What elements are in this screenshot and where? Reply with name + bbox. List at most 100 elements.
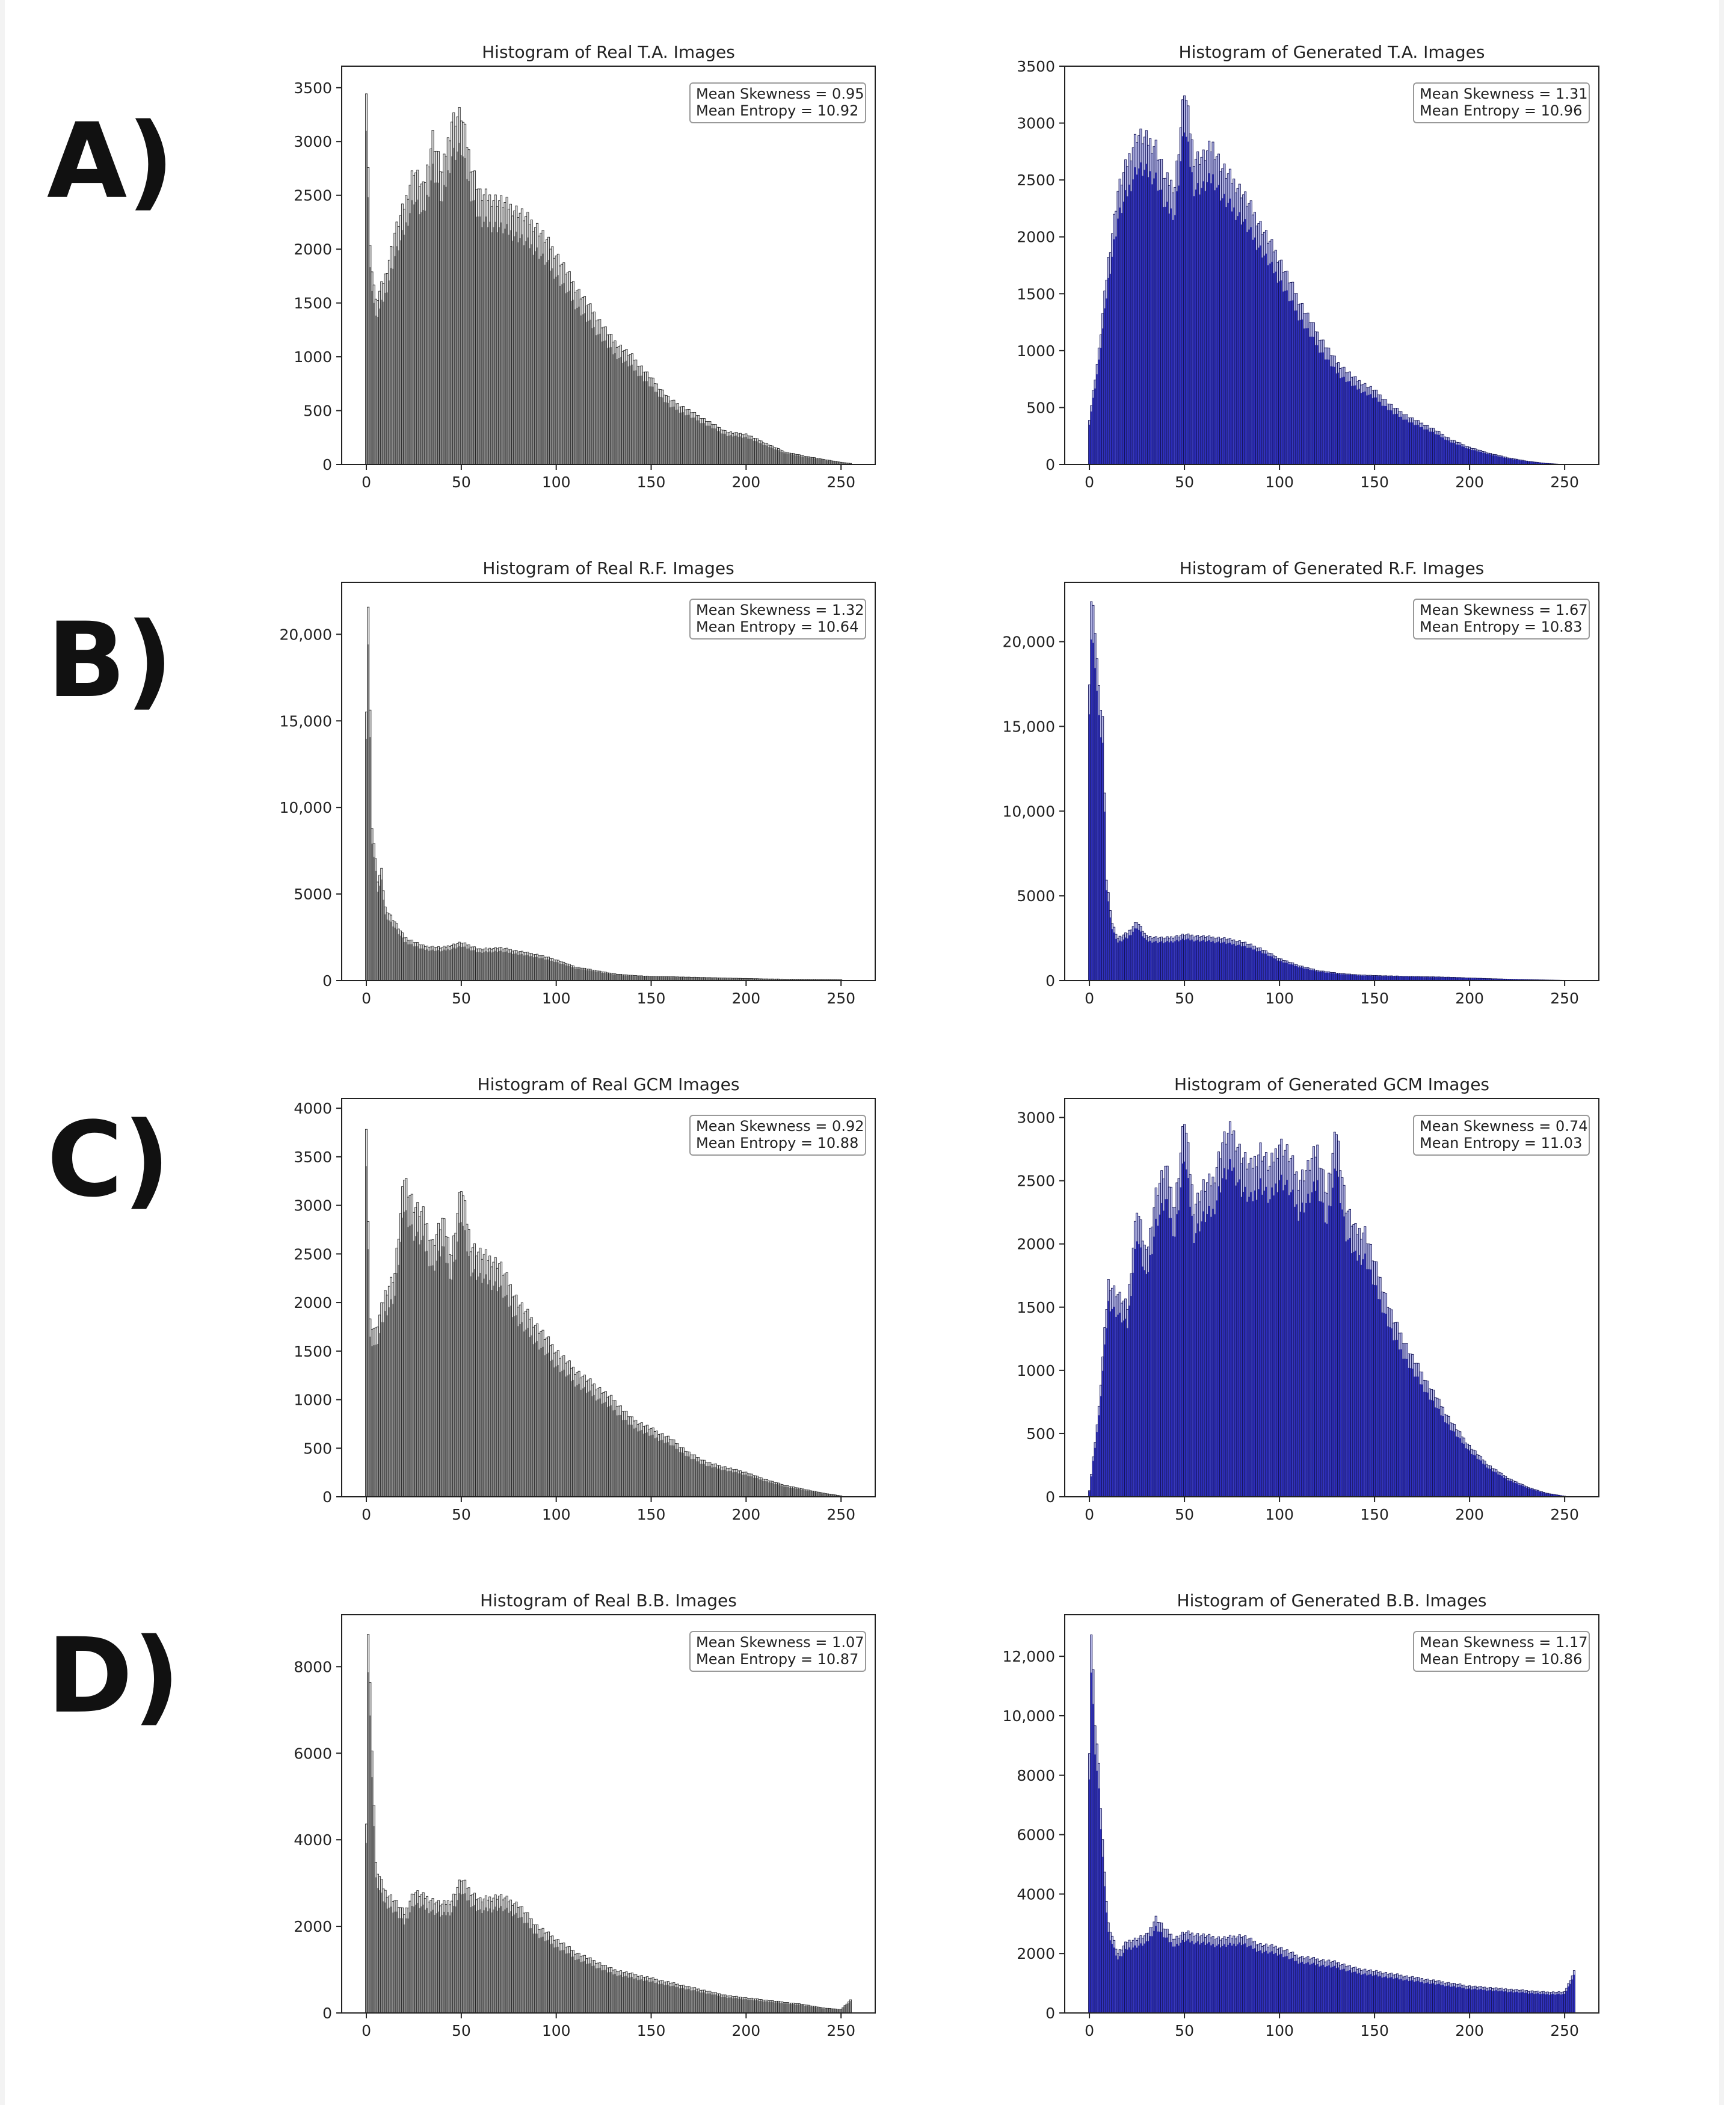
histogram-bar-core <box>1145 940 1147 981</box>
histogram-bar-core <box>1225 943 1227 981</box>
histogram-bar-core <box>534 251 537 464</box>
y-tick-label: 0 <box>1045 972 1055 990</box>
histogram-bar-core <box>392 1912 394 2013</box>
histogram-bar-core <box>775 2002 777 2013</box>
histogram-bar-core <box>1391 976 1393 981</box>
histogram-bar-core <box>1151 942 1153 981</box>
histogram-bar-core <box>1377 1299 1379 1497</box>
histogram-bar-core <box>532 1344 534 1497</box>
histogram-bar-core <box>673 977 675 981</box>
histogram-bar-core <box>1480 1989 1482 2013</box>
histogram-bar-core <box>1473 1455 1474 1497</box>
histogram-bar-core <box>388 1307 390 1497</box>
histogram-bar-core <box>629 365 631 464</box>
histogram-bar-core <box>455 1906 457 2013</box>
histogram-bar-core <box>1489 454 1491 464</box>
histogram-bar-core <box>1107 1932 1109 2013</box>
histogram-bar-core <box>813 1491 816 1497</box>
histogram-bar-core <box>1100 1829 1102 2013</box>
x-tick-label: 250 <box>826 990 855 1007</box>
histogram-bar-core <box>1396 413 1399 464</box>
histogram-bar-core <box>1195 1233 1197 1497</box>
left-border <box>0 0 5 2105</box>
histogram-bar-core <box>1276 960 1279 981</box>
histogram-bar-core <box>722 978 724 981</box>
histogram-bar-core <box>1446 440 1448 464</box>
histogram-bar-core <box>627 975 629 981</box>
histogram-bar-core <box>1421 1982 1423 2013</box>
histogram-bar-core <box>741 437 743 464</box>
histogram-bar-core <box>445 1915 447 2013</box>
histogram-bar-core <box>1142 936 1143 981</box>
histogram-bar-core <box>458 1893 460 2013</box>
histogram-bar-core <box>787 2003 789 2013</box>
histogram-bar-core <box>1246 948 1248 981</box>
histogram-bar-core <box>1371 976 1374 981</box>
histogram-bar-core <box>772 448 774 464</box>
histogram-bar-core <box>597 1399 599 1497</box>
histogram-bar-core <box>1098 1415 1100 1497</box>
histogram-bar-core <box>1355 385 1356 464</box>
histogram-bar-core <box>1130 935 1132 981</box>
histogram-bar-core <box>413 1241 415 1497</box>
histogram-bar-core <box>1132 1947 1134 2013</box>
x-tick-label: 250 <box>1550 473 1579 491</box>
histogram-bar-core <box>1473 450 1474 464</box>
histogram-bar-core <box>1568 1986 1569 2013</box>
histogram-bar-core <box>1121 213 1122 464</box>
histogram-bar-core <box>1427 1392 1429 1497</box>
histogram-bar-core <box>1227 943 1229 981</box>
histogram-bar-core <box>483 1910 485 2013</box>
histogram-bar-core <box>1573 1974 1575 2013</box>
y-tick-label: 1500 <box>294 1343 332 1360</box>
histogram-bar-core <box>768 1482 770 1497</box>
histogram-bar-core <box>1299 1212 1301 1497</box>
histogram-bar-core <box>760 1479 762 1497</box>
histogram-bar-core <box>440 1916 442 2013</box>
histogram-bar-core <box>1222 198 1224 464</box>
histogram-bar-core <box>1113 239 1115 464</box>
histogram-bar-core <box>1271 1951 1273 2013</box>
histogram-bar-core <box>817 2008 819 2013</box>
histogram-bar-core <box>838 462 840 464</box>
histogram-bar-core <box>411 1224 413 1497</box>
histogram-bar-core <box>544 1355 546 1497</box>
histogram-bar-core <box>821 1493 823 1497</box>
histogram-bar-core <box>1299 967 1301 981</box>
histogram-bar-core <box>457 1241 458 1497</box>
x-tick-label: 100 <box>1265 990 1294 1007</box>
histogram-bar-core <box>1484 1989 1486 2013</box>
histogram-bar-core <box>538 1938 540 2013</box>
histogram-bar-core <box>1446 1985 1448 2013</box>
histogram-bar-core <box>1206 941 1208 981</box>
histogram-bar-core <box>1362 1974 1364 2013</box>
histogram-bar-core <box>1469 1988 1471 2013</box>
histogram-bar-core <box>1351 1972 1353 2013</box>
histogram-bar-core <box>753 440 755 464</box>
histogram-bar-core <box>1421 1384 1423 1497</box>
histogram-bar-core <box>747 2000 749 2013</box>
histogram-bar-core <box>466 1900 468 2013</box>
histogram-bar-core <box>631 975 633 981</box>
histogram-bar-core <box>1163 1210 1165 1497</box>
histogram-bar-core <box>633 371 635 464</box>
histogram-bar-core <box>734 1998 736 2013</box>
histogram-bar-core <box>1376 1974 1377 2013</box>
y-tick-label: 2500 <box>294 1245 332 1263</box>
histogram-bar-core <box>1414 425 1415 464</box>
histogram-bar-core <box>780 2003 781 2013</box>
histogram-bar-core <box>639 976 641 981</box>
histogram-bar-core <box>811 1491 813 1497</box>
stats-box <box>689 599 866 640</box>
histogram-bar-core <box>1091 639 1092 981</box>
histogram-bar-core <box>1432 1983 1435 2013</box>
histogram-bar-core <box>724 978 726 981</box>
histogram-bar-core <box>690 977 692 981</box>
histogram-bar-core <box>1400 976 1402 981</box>
histogram-bar-core <box>1166 202 1168 464</box>
mean-skewness-label: Mean Skewness = 0.95 <box>696 85 864 102</box>
histogram-bar-core <box>523 1923 525 2013</box>
histogram-bar-core <box>1159 1214 1161 1497</box>
histogram-bar-core <box>730 435 732 464</box>
histogram-bar-core <box>1448 977 1450 981</box>
